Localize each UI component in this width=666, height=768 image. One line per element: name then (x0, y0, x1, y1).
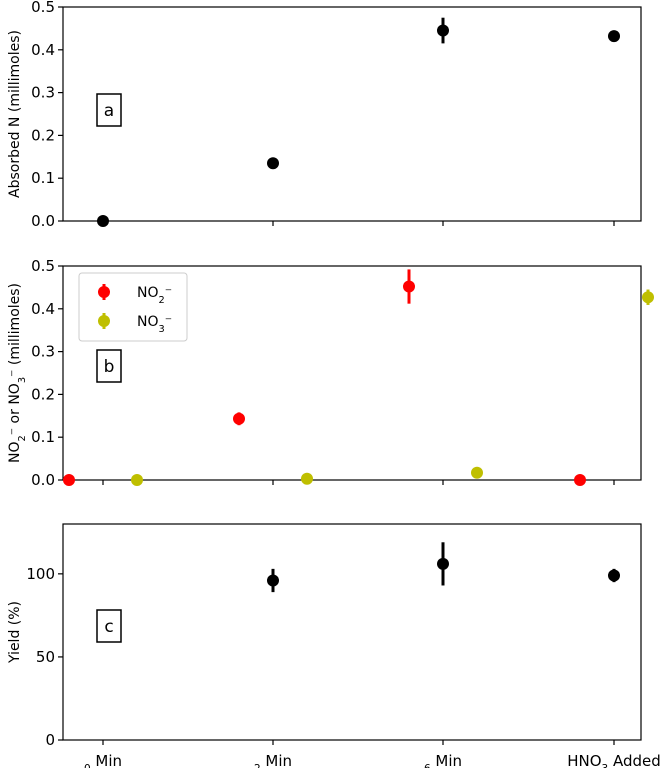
y-tick-label: 50 (36, 648, 55, 666)
legend-marker (98, 286, 110, 298)
y-axis-label: Yield (%) (7, 601, 23, 664)
panel-a: 0.0 0.1 0.2 0.3 0.4 0.5 Absorbed N (millimoles… (7, 0, 642, 230)
y-tick-label: 0.2 (31, 385, 55, 403)
data-point (301, 472, 313, 485)
x-tick-label: 6 Min (424, 752, 462, 768)
panel-label-box (96, 93, 122, 127)
series-NO3 (131, 289, 654, 486)
axes-frame (62, 523, 642, 741)
data-point (574, 474, 586, 486)
y-tick-label: 0.0 (31, 471, 55, 489)
data-point (437, 24, 449, 37)
y-tick-label: 0.5 (31, 0, 55, 16)
y-tick-label: 0 (45, 731, 55, 749)
y-tick-label: 0.4 (31, 300, 55, 318)
y-tick-label: 0.2 (31, 126, 55, 144)
data-point (608, 569, 620, 582)
panel-c: 0 50 100 Yield (%) c 0 Min 2 Min 6 Min HNO3 Adde… (7, 523, 661, 768)
x-tick-label: 2 Min (254, 752, 292, 768)
data-point (403, 280, 415, 293)
panel-label: b (104, 357, 115, 377)
data-point (471, 466, 483, 479)
y-axis-label: NO2⁻ or NO3⁻ (millimoles) (7, 283, 28, 463)
data-point (97, 215, 109, 227)
x-tick-label: 0 Min (84, 752, 122, 768)
series-0 (267, 542, 620, 593)
axes-frame (62, 6, 642, 222)
y-tick-label: 0.5 (31, 257, 55, 275)
legend: NO2⁻ NO3⁻ (78, 272, 188, 342)
y-tick-label: 0.3 (31, 343, 55, 361)
data-point (267, 574, 279, 587)
series-0 (97, 17, 620, 227)
y-tick-label: 0.1 (31, 169, 55, 187)
y-tick-label: 0.1 (31, 428, 55, 446)
data-point (267, 157, 279, 170)
panel-label: a (104, 101, 114, 121)
y-tick-label: 0.3 (31, 84, 55, 102)
y-tick-label: 0.4 (31, 41, 55, 59)
series-NO2 (63, 269, 586, 486)
y-tick-label: 100 (26, 565, 55, 583)
legend-entry: NO2⁻ (137, 285, 172, 306)
data-point (642, 291, 654, 304)
panel-label: c (104, 617, 113, 637)
y-axis-label: Absorbed N (millimoles) (7, 30, 23, 198)
y-tick-label: 0.0 (31, 212, 55, 230)
legend-marker (98, 315, 110, 327)
data-point (131, 474, 143, 486)
legend-entry: NO3⁻ (137, 314, 172, 335)
panels: 0.0 0.1 0.2 0.3 0.4 0.5 Absorbed N (millimoles… (7, 0, 661, 768)
legend-box (78, 272, 188, 342)
data-point (437, 557, 449, 570)
panel-label-box (96, 609, 122, 643)
data-point (233, 412, 245, 425)
panel-label-box (96, 349, 122, 383)
x-tick-label: HNO3 Added (567, 752, 661, 768)
data-point (63, 474, 75, 486)
axes-frame (62, 265, 642, 481)
data-point (608, 30, 620, 43)
